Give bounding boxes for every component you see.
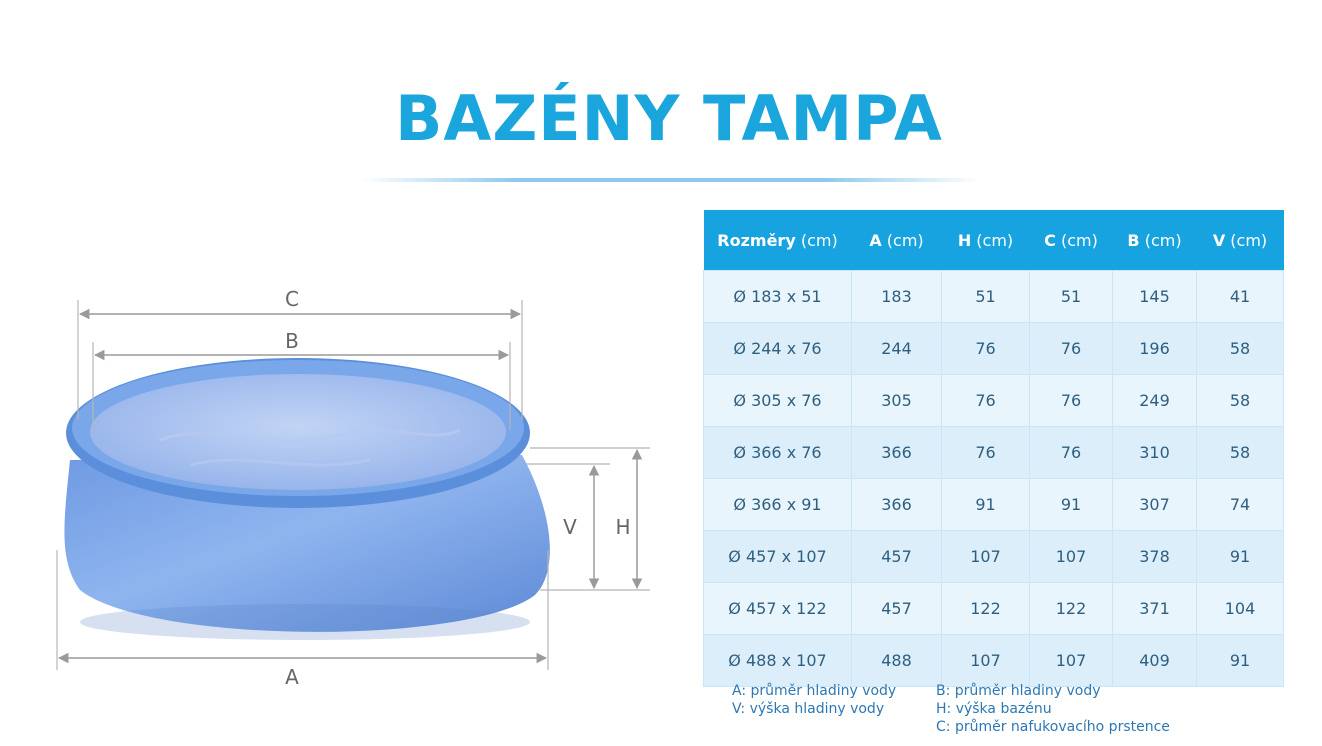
cell-v: 58 bbox=[1196, 374, 1284, 427]
legend-left: A: průměr hladiny vody V: výška hladiny … bbox=[732, 682, 896, 718]
cell-c: 76 bbox=[1029, 322, 1113, 375]
cell-a: 183 bbox=[851, 270, 942, 323]
cell-dimensions: Ø 305 x 76 bbox=[703, 374, 852, 427]
cell-h: 76 bbox=[941, 374, 1030, 427]
cell-b: 307 bbox=[1112, 478, 1197, 531]
legend-a: A: průměr hladiny vody bbox=[732, 683, 897, 699]
cell-h: 122 bbox=[941, 582, 1030, 635]
cell-b: 249 bbox=[1112, 374, 1197, 427]
cell-c: 76 bbox=[1029, 374, 1113, 427]
cell-v: 104 bbox=[1196, 582, 1284, 635]
cell-h: 76 bbox=[941, 322, 1030, 375]
cell-v: 74 bbox=[1196, 478, 1284, 531]
cell-h: 76 bbox=[941, 426, 1030, 479]
table-row: Ø 366 x 91 366 91 91 307 74 bbox=[703, 478, 1284, 531]
cell-c: 107 bbox=[1029, 634, 1113, 687]
legend-v: V: výška hladiny vody bbox=[732, 701, 885, 717]
pool-water-ripple bbox=[159, 428, 461, 443]
dimension-v-label: V bbox=[563, 515, 577, 539]
cell-a: 244 bbox=[851, 322, 942, 375]
cell-b: 409 bbox=[1112, 634, 1197, 687]
table-row: Ø 183 x 51 183 51 51 145 41 bbox=[703, 270, 1284, 323]
cell-c: 76 bbox=[1029, 426, 1113, 479]
cell-v: 91 bbox=[1196, 634, 1284, 687]
table-row: Ø 457 x 107 457 107 107 378 91 bbox=[703, 530, 1284, 583]
cell-dimensions: Ø 488 x 107 bbox=[703, 634, 852, 687]
cell-dimensions: Ø 366 x 76 bbox=[703, 426, 852, 479]
header-dimensions: Rozměry (cm) bbox=[703, 210, 852, 271]
header-a: A (cm) bbox=[851, 210, 942, 271]
table-row: Ø 457 x 122 457 122 122 371 104 bbox=[703, 582, 1284, 635]
cell-dimensions: Ø 366 x 91 bbox=[703, 478, 852, 531]
cell-c: 51 bbox=[1029, 270, 1113, 323]
pool-diagram: C B A V H bbox=[40, 270, 680, 710]
pool-illustration: C B A V H bbox=[56, 287, 650, 689]
cell-b: 196 bbox=[1112, 322, 1197, 375]
cell-h: 51 bbox=[941, 270, 1030, 323]
cell-v: 41 bbox=[1196, 270, 1284, 323]
table-row: Ø 366 x 76 366 76 76 310 58 bbox=[703, 426, 1284, 479]
table-header: Rozměry (cm) A (cm) H (cm) C (cm) B (cm)… bbox=[703, 210, 1284, 271]
cell-a: 366 bbox=[851, 478, 942, 531]
cell-dimensions: Ø 457 x 122 bbox=[703, 582, 852, 635]
pool-water bbox=[90, 374, 506, 490]
cell-a: 305 bbox=[851, 374, 942, 427]
table-row: Ø 488 x 107 488 107 107 409 91 bbox=[703, 634, 1284, 687]
dimension-a-label: A bbox=[285, 665, 299, 689]
pool-shadow bbox=[80, 604, 530, 640]
legend-right: B: průměr hladiny vody H: výška bazénu C… bbox=[936, 682, 1170, 736]
cell-dimensions: Ø 244 x 76 bbox=[703, 322, 852, 375]
cell-b: 310 bbox=[1112, 426, 1197, 479]
cell-b: 378 bbox=[1112, 530, 1197, 583]
page-title: BAZÉNY TAMPA bbox=[395, 82, 943, 155]
cell-a: 457 bbox=[851, 582, 942, 635]
header-c: C (cm) bbox=[1029, 210, 1113, 271]
table-row: Ø 244 x 76 244 76 76 196 58 bbox=[703, 322, 1284, 375]
header-h: H (cm) bbox=[941, 210, 1030, 271]
cell-v: 91 bbox=[1196, 530, 1284, 583]
legend-c: C: průměr nafukovacího prstence bbox=[936, 719, 1170, 735]
cell-dimensions: Ø 183 x 51 bbox=[703, 270, 852, 323]
cell-c: 107 bbox=[1029, 530, 1113, 583]
dimension-c-label: C bbox=[285, 287, 299, 311]
cell-c: 91 bbox=[1029, 478, 1113, 531]
cell-c: 122 bbox=[1029, 582, 1113, 635]
dimension-b-label: B bbox=[285, 329, 299, 353]
pool-water-ripple bbox=[189, 458, 371, 467]
title-divider bbox=[360, 178, 980, 182]
cell-h: 91 bbox=[941, 478, 1030, 531]
cell-h: 107 bbox=[941, 530, 1030, 583]
cell-v: 58 bbox=[1196, 322, 1284, 375]
pool-body bbox=[64, 455, 550, 632]
cell-b: 145 bbox=[1112, 270, 1197, 323]
cell-a: 488 bbox=[851, 634, 942, 687]
cell-dimensions: Ø 457 x 107 bbox=[703, 530, 852, 583]
cell-v: 58 bbox=[1196, 426, 1284, 479]
header-b: B (cm) bbox=[1112, 210, 1197, 271]
cell-a: 366 bbox=[851, 426, 942, 479]
legend-b: B: průměr hladiny vody bbox=[936, 683, 1101, 699]
table-row: Ø 305 x 76 305 76 76 249 58 bbox=[703, 374, 1284, 427]
dimension-h-label: H bbox=[615, 515, 630, 539]
cell-h: 107 bbox=[941, 634, 1030, 687]
legend-h: H: výška bazénu bbox=[936, 701, 1052, 717]
header-v: V (cm) bbox=[1196, 210, 1284, 271]
cell-b: 371 bbox=[1112, 582, 1197, 635]
cell-a: 457 bbox=[851, 530, 942, 583]
pool-dimensions-table: Rozměry (cm) A (cm) H (cm) C (cm) B (cm)… bbox=[703, 210, 1284, 687]
